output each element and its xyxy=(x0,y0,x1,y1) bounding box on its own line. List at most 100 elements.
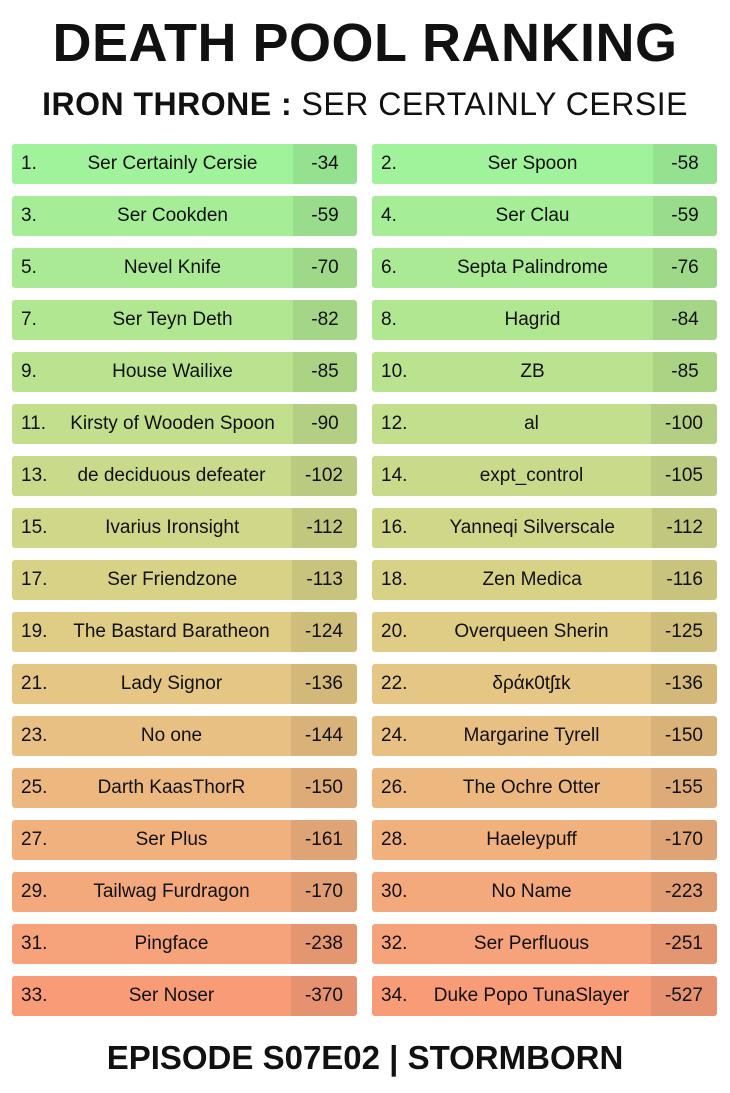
player-name: Tailwag Furdragon xyxy=(93,881,250,902)
rank-number: 11. xyxy=(21,413,47,434)
rank-number: 2. xyxy=(381,153,397,174)
player-score: -113 xyxy=(292,560,357,600)
player-score: -70 xyxy=(293,248,357,288)
rank-number: 6. xyxy=(381,257,397,278)
player-name: Ser Certainly Cersie xyxy=(87,153,258,174)
rank-number: 18. xyxy=(381,569,408,590)
rank-number: 28. xyxy=(381,829,408,850)
ranking-row: 34. Duke Popo TunaSlayer -527 xyxy=(372,976,717,1016)
player-name: Ser Teyn Deth xyxy=(112,309,233,330)
player-name: al xyxy=(524,413,539,434)
player-score: -90 xyxy=(293,404,357,444)
rank-number: 14. xyxy=(381,465,408,486)
player-score: -238 xyxy=(290,924,357,964)
player-score: -150 xyxy=(650,716,717,756)
ranking-row: 11. Kirsty of Wooden Spoon -90 xyxy=(12,404,357,444)
subtitle-prefix: IRON THRONE : xyxy=(42,86,293,122)
player-name: No Name xyxy=(491,881,572,902)
player-score: -150 xyxy=(290,768,357,808)
player-name: Ser Noser xyxy=(128,985,215,1006)
player-score: -100 xyxy=(650,404,717,444)
player-name: δράκ0tʃɪk xyxy=(492,673,571,694)
player-score: -84 xyxy=(653,300,717,340)
rank-number: 27. xyxy=(21,829,48,850)
player-score: -155 xyxy=(650,768,717,808)
ranking-row: 13. de deciduous defeater -102 xyxy=(12,456,357,496)
player-name: The Bastard Baratheon xyxy=(73,621,270,642)
player-name: expt_control xyxy=(479,465,584,486)
player-score: -124 xyxy=(290,612,357,652)
player-name: Ser Cookden xyxy=(117,205,228,226)
ranking-row: 24. Margarine Tyrell -150 xyxy=(372,716,717,756)
ranking-row: 26. The Ochre Otter -155 xyxy=(372,768,717,808)
player-score: -170 xyxy=(290,872,357,912)
player-name: House Wailixe xyxy=(112,361,233,382)
ranking-row: 1. Ser Certainly Cersie -34 xyxy=(12,144,357,184)
ranking-row: 10. ZB -85 xyxy=(372,352,717,392)
rank-number: 33. xyxy=(21,985,48,1006)
rank-number: 29. xyxy=(21,881,48,902)
player-name: ZB xyxy=(520,361,545,382)
ranking-grid: 1. Ser Certainly Cersie -34 2. Ser Spoon -58 3… xyxy=(12,144,717,1016)
rank-number: 26. xyxy=(381,777,408,798)
player-score: -102 xyxy=(290,456,357,496)
rank-number: 8. xyxy=(381,309,397,330)
rank-number: 25. xyxy=(21,777,48,798)
player-score: -370 xyxy=(290,976,357,1016)
page-title: DEATH POOL RANKING xyxy=(52,13,678,73)
rank-number: 16. xyxy=(381,517,408,538)
ranking-row: 14. expt_control -105 xyxy=(372,456,717,496)
rank-number: 24. xyxy=(381,725,408,746)
player-name: Kirsty of Wooden Spoon xyxy=(70,413,275,434)
player-score: -527 xyxy=(650,976,717,1016)
player-name: Yanneqi Silverscale xyxy=(449,517,615,538)
rank-number: 17. xyxy=(21,569,48,590)
player-score: -136 xyxy=(650,664,717,704)
player-score: -58 xyxy=(653,144,717,184)
rank-number: 15. xyxy=(21,517,48,538)
ranking-row: 9. House Wailixe -85 xyxy=(12,352,357,392)
ranking-row: 31. Pingface -238 xyxy=(12,924,357,964)
rank-number: 30. xyxy=(381,881,408,902)
player-name: Ser Perfluous xyxy=(473,933,590,954)
player-name: Pingface xyxy=(134,933,209,954)
ranking-row: 32. Ser Perfluous -251 xyxy=(372,924,717,964)
player-score: -34 xyxy=(293,144,357,184)
ranking-row: 6. Septa Palindrome -76 xyxy=(372,248,717,288)
player-name: Haeleypuff xyxy=(486,829,577,850)
player-score: -105 xyxy=(650,456,717,496)
ranking-row: 3. Ser Cookden -59 xyxy=(12,196,357,236)
ranking-row: 2. Ser Spoon -58 xyxy=(372,144,717,184)
player-score: -112 xyxy=(652,508,717,548)
player-name: Margarine Tyrell xyxy=(463,725,600,746)
rank-number: 5. xyxy=(21,257,37,278)
player-name: Ivarius Ironsight xyxy=(105,517,240,538)
player-name: No one xyxy=(140,725,203,746)
ranking-row: 29. Tailwag Furdragon -170 xyxy=(12,872,357,912)
rank-number: 7. xyxy=(21,309,37,330)
ranking-row: 30. No Name -223 xyxy=(372,872,717,912)
player-name: Hagrid xyxy=(504,309,561,330)
rank-number: 22. xyxy=(381,673,408,694)
rank-number: 9. xyxy=(21,361,37,382)
player-score: -85 xyxy=(653,352,717,392)
rank-number: 34. xyxy=(381,985,408,1006)
rank-number: 12. xyxy=(381,413,408,434)
rank-number: 20. xyxy=(381,621,408,642)
rank-number: 32. xyxy=(381,933,408,954)
player-name: The Ochre Otter xyxy=(462,777,601,798)
player-score: -223 xyxy=(650,872,717,912)
ranking-row: 25. Darth KaasThorR -150 xyxy=(12,768,357,808)
player-score: -161 xyxy=(290,820,357,860)
player-score: -59 xyxy=(653,196,717,236)
player-score: -59 xyxy=(293,196,357,236)
rank-number: 1. xyxy=(21,153,37,174)
player-score: -136 xyxy=(290,664,357,704)
player-name: Ser Spoon xyxy=(487,153,578,174)
ranking-row: 15. Ivarius Ironsight -112 xyxy=(12,508,357,548)
player-score: -125 xyxy=(650,612,717,652)
rank-number: 21. xyxy=(21,673,48,694)
page-subtitle: IRON THRONE : SER CERTAINLY CERSIE xyxy=(0,84,730,124)
ranking-row: 27. Ser Plus -161 xyxy=(12,820,357,860)
ranking-row: 8. Hagrid -84 xyxy=(372,300,717,340)
